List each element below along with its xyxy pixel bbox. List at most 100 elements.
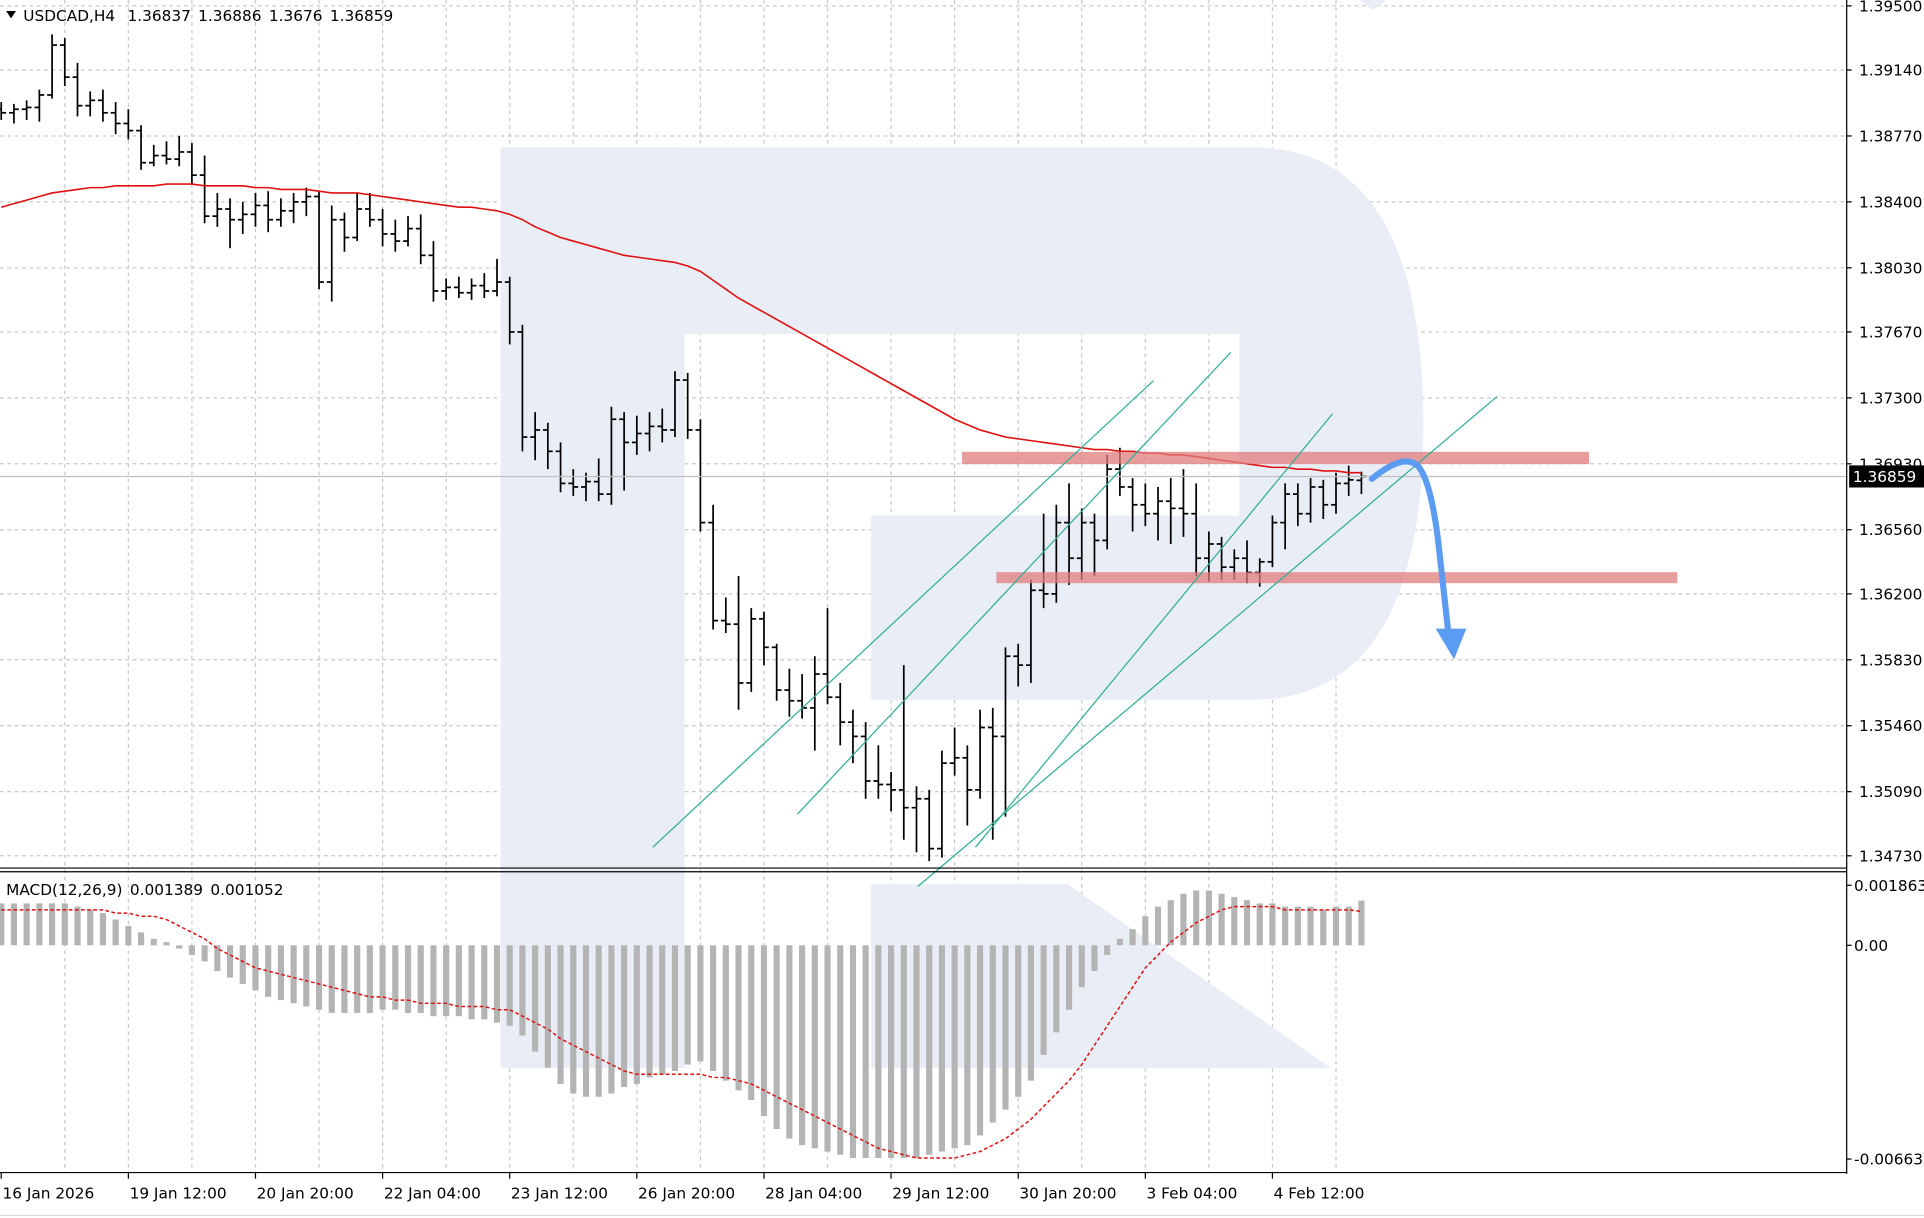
macd-bar [1104,945,1111,955]
macd-value: 0.001389 [130,881,203,899]
macd-bar [112,919,119,946]
macd-bar [493,945,501,1023]
macd-bar [10,903,18,946]
macd-bar [1320,909,1327,946]
macd-bar [188,945,195,955]
macd-bar [760,945,768,1117]
macd-bar [1231,896,1238,946]
macd-bar [1078,945,1085,988]
macd-bar [608,945,615,1094]
watermark-stem [500,147,685,1069]
macd-bar [265,945,272,997]
macd-bar [849,945,857,1159]
x-tick-label: 29 Jan 12:00 [892,1184,989,1202]
macd-bar [506,945,513,1026]
macd-bar [1269,903,1276,946]
macd-bar [1294,906,1301,946]
high: 1.36886 [198,7,261,25]
macd-bar [392,945,399,1010]
macd-bar [938,945,945,1152]
macd-bar [595,945,602,1097]
y-tick-label: 1.38030 [1859,259,1922,277]
macd-bar [684,945,691,1065]
macd-bar [1358,900,1365,946]
macd-bar [1332,906,1340,946]
macd-bar [989,945,996,1123]
macd-bar [671,945,679,1071]
x-tick-label: 23 Jan 12:00 [511,1184,608,1202]
macd-bar [354,945,361,1013]
trend-lines [652,351,1498,887]
x-tick-label: 16 Jan 2026 [2,1184,94,1202]
macd-bar [61,903,68,946]
macd-bar [1040,945,1047,1055]
x-tick-label: 30 Jan 20:00 [1019,1184,1116,1202]
chart-header: USDCAD,H4 1.36837 1.36886 1.3676 1.36859 [23,7,393,25]
macd-bar [646,945,653,1078]
macd-bar [659,945,666,1075]
trend-line [652,380,1154,848]
signal-value: 0.001052 [210,881,283,899]
macd-bar [1205,890,1212,946]
macd-bar [888,945,895,1159]
macd-bar [1015,945,1022,1097]
macd-bar [226,945,234,978]
macd-bar [0,903,5,946]
macd-bar [176,945,183,949]
macd-header: MACD(12,26,9) 0.001389 0.001052 [6,881,283,899]
macd-bar [621,945,628,1088]
macd-bar [582,945,590,1097]
watermark-tip [1359,0,1387,10]
moving-average [1,183,1362,474]
x-tick-label: 28 Jan 04:00 [765,1184,862,1202]
x-tick-label: 19 Jan 12:00 [130,1184,227,1202]
macd-bar [1167,900,1174,946]
macd-bar [519,945,526,1036]
macd-bar [862,945,869,1159]
macd-bar [1243,900,1251,946]
macd-bar [633,945,640,1084]
macd-bar [1218,893,1225,946]
y-tick-label: 1.35090 [1859,783,1922,801]
macd-bar [1180,893,1187,946]
macd-bar [697,945,704,1062]
macd-bar [976,945,984,1136]
macd-bar [557,945,564,1084]
macd-bar [239,945,246,984]
macd-bar [36,903,43,946]
y-tick-label: 1.34730 [1859,847,1922,865]
macd-bar [404,945,412,1013]
watermark-bowl [684,147,1424,700]
y-tick-label: 1.39500 [1859,0,1922,15]
macd-bar [49,903,56,946]
y-tick-label: 1.38770 [1859,127,1922,145]
macd-bar [430,945,437,1017]
macd-bar [1002,945,1009,1110]
macd-bar [23,903,30,946]
price-panel [0,34,1847,862]
macd-bar [1154,906,1162,946]
x-tick-label: 3 Feb 04:00 [1147,1184,1238,1202]
x-tick-label: 22 Jan 04:00 [384,1184,481,1202]
macd-bar [1142,916,1149,946]
macd-bar [150,938,157,946]
macd-bar [710,945,717,1071]
x-tick-label: 20 Jan 20:00 [257,1184,354,1202]
macd-bar [544,945,551,1068]
macd-bar [252,945,259,991]
macd-bar [570,945,577,1094]
macd-signal [1,905,1362,1159]
forecast-arrow [1368,458,1451,632]
macd-bar [328,945,335,1013]
watermark-leg [871,884,1332,1069]
trend-line [797,351,1232,815]
drawings [652,351,1678,887]
y-tick-label: 1.37670 [1859,323,1922,341]
macd-bar [163,942,170,946]
macd-bar [1116,938,1123,946]
resistance-zone [962,451,1590,465]
y2-tick-label: 0.001863 [1854,877,1924,895]
macd-bar [837,945,844,1155]
